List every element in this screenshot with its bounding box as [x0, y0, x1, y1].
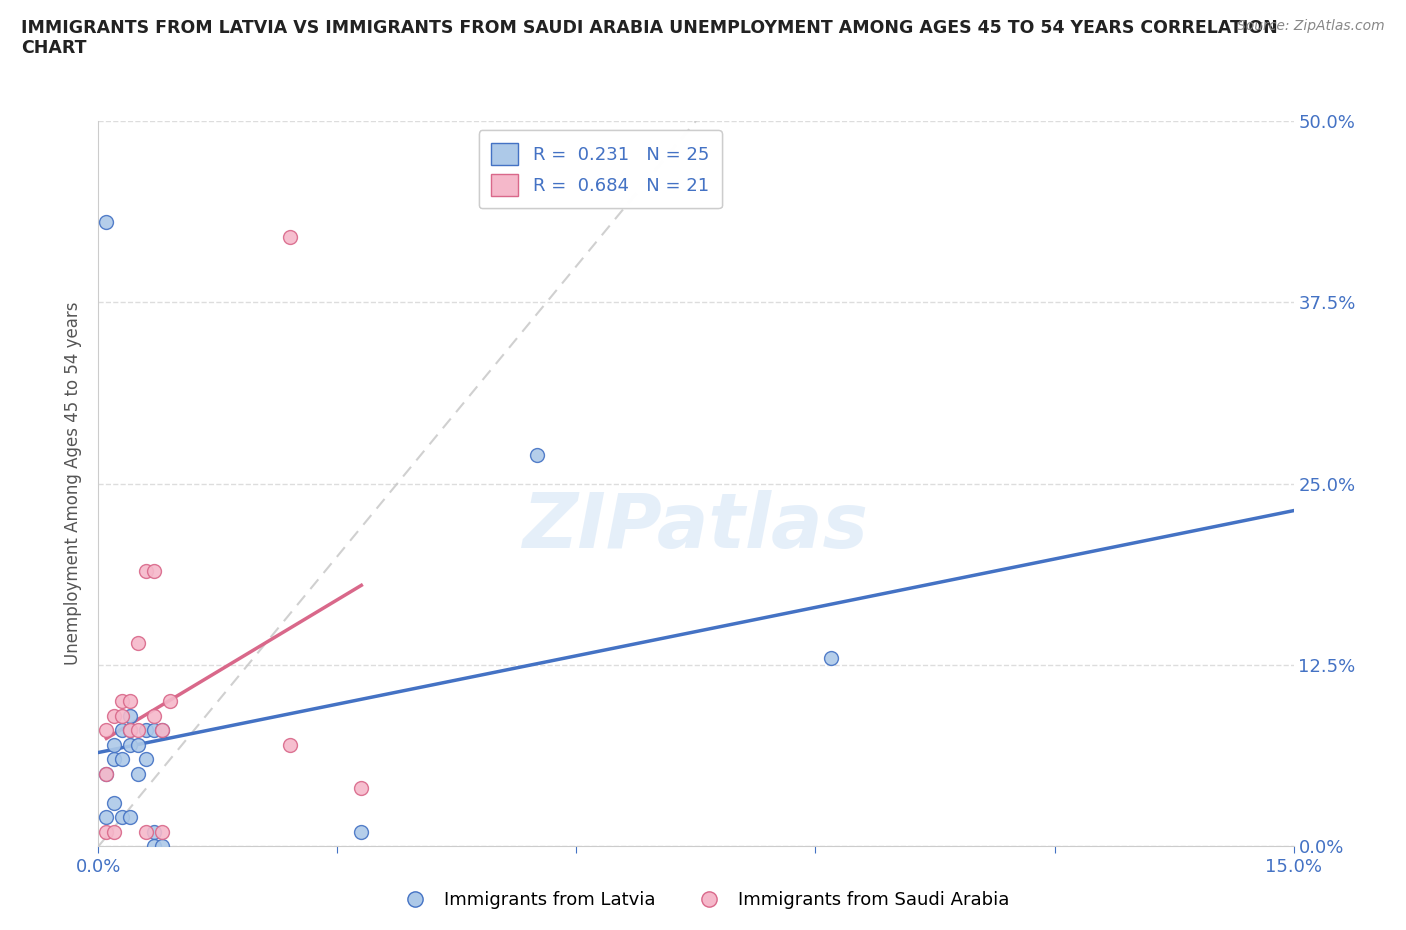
Point: [135, 751, 157, 766]
Point: [127, 766, 149, 781]
Point: [111, 751, 134, 766]
Point: [350, 824, 373, 839]
Point: [103, 709, 125, 724]
Point: [120, 723, 142, 737]
Text: Source: ZipAtlas.com: Source: ZipAtlas.com: [1237, 19, 1385, 33]
Point: [120, 694, 142, 709]
Point: [111, 709, 134, 724]
Legend: R =  0.231   N = 25, R =  0.684   N = 21: R = 0.231 N = 25, R = 0.684 N = 21: [479, 130, 721, 208]
Point: [111, 723, 134, 737]
Point: [150, 824, 173, 839]
Point: [143, 564, 166, 578]
Point: [111, 810, 134, 825]
Point: [96, 766, 118, 781]
Point: [96, 215, 118, 230]
Point: [96, 824, 118, 839]
Point: [150, 723, 173, 737]
Point: [127, 636, 149, 651]
Point: [143, 723, 166, 737]
Point: [96, 723, 118, 737]
Text: ZIPatlas: ZIPatlas: [523, 490, 869, 565]
Point: [127, 737, 149, 752]
Point: [135, 824, 157, 839]
Point: [143, 839, 166, 854]
Point: [103, 737, 125, 752]
Point: [135, 564, 157, 578]
Point: [120, 709, 142, 724]
Point: [96, 810, 118, 825]
Point: [350, 781, 373, 796]
Point: [159, 694, 181, 709]
Point: [127, 723, 149, 737]
Point: [103, 751, 125, 766]
Point: [103, 795, 125, 810]
Point: [820, 650, 842, 665]
Point: [150, 839, 173, 854]
Point: [150, 723, 173, 737]
Point: [278, 230, 301, 245]
Point: [120, 810, 142, 825]
Point: [526, 447, 548, 462]
Point: [103, 824, 125, 839]
Point: [111, 694, 134, 709]
Point: [96, 766, 118, 781]
Point: [135, 723, 157, 737]
Point: [143, 824, 166, 839]
Text: IMMIGRANTS FROM LATVIA VS IMMIGRANTS FROM SAUDI ARABIA UNEMPLOYMENT AMONG AGES 4: IMMIGRANTS FROM LATVIA VS IMMIGRANTS FRO…: [21, 19, 1278, 58]
Point: [120, 723, 142, 737]
Y-axis label: Unemployment Among Ages 45 to 54 years: Unemployment Among Ages 45 to 54 years: [65, 302, 83, 665]
Point: [278, 737, 301, 752]
Legend: Immigrants from Latvia, Immigrants from Saudi Arabia: Immigrants from Latvia, Immigrants from …: [389, 884, 1017, 916]
Point: [120, 737, 142, 752]
Point: [143, 709, 166, 724]
